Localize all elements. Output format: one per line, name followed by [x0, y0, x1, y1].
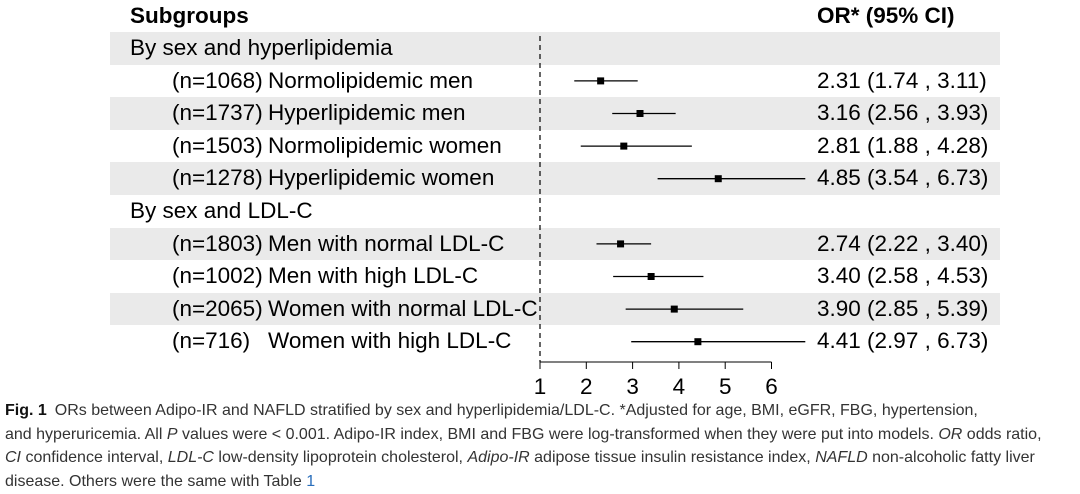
sample-size: (n=1737) — [172, 100, 263, 126]
subgroup-row: (n=716) Women with high LDL-C 4.41 (2.97… — [110, 325, 1000, 358]
or-ci-value: 2.74 (2.22 , 3.40) — [817, 230, 989, 256]
caption-term: CI — [5, 449, 21, 467]
subgroup-label: Hyperlipidemic women — [268, 165, 495, 191]
group-row: By sex and hyperlipidemia — [110, 32, 1000, 65]
subgroup-row: (n=1002) Men with high LDL-C 3.40 (2.58 … — [110, 260, 1000, 293]
point-estimate — [636, 110, 644, 117]
point-estimate — [714, 175, 722, 183]
caption-line: and hyperuricemia. All P values were < 0… — [5, 423, 1075, 447]
subgroup-label: Women with high LDL-C — [268, 328, 512, 354]
subgroups-header: Subgroups — [130, 3, 249, 28]
group-title: By sex and hyperlipidemia — [130, 35, 393, 60]
group-row: By sex and LDL-C — [110, 195, 1000, 228]
caption-text: confidence interval, — [21, 449, 168, 467]
point-estimate — [597, 77, 605, 85]
caption-line: disease. Others were the same with Table… — [5, 470, 1075, 494]
subgroup-label: Normolipidemic men — [268, 67, 474, 93]
subgroup-label: Normolipidemic women — [268, 132, 502, 158]
point-estimate — [617, 240, 625, 248]
table-1-link[interactable]: 1 — [306, 473, 316, 491]
subgroup-label: Hyperlipidemic men — [268, 100, 466, 126]
point-estimate — [694, 338, 702, 346]
caption-text: adipose tissue insulin resistance index, — [529, 449, 816, 467]
point-estimate — [670, 305, 678, 313]
caption-text: non-alcoholic fatty liver — [867, 449, 1035, 467]
x-tick-label: 1 — [534, 374, 547, 399]
or-ci-value: 2.81 (1.88 , 4.28) — [817, 132, 989, 158]
caption-text: values were < 0.001. Adipo-IR index, BMI… — [177, 425, 939, 443]
sample-size: (n=2065) — [172, 295, 263, 321]
subgroup-row: (n=1503) Normolipidemic women 2.81 (1.88… — [110, 130, 1000, 163]
or-ci-value: 3.16 (2.56 , 3.93) — [817, 100, 989, 126]
caption-text: low-density lipoprotein cholesterol, — [213, 449, 468, 467]
table-header: Subgroups OR* (95% CI) — [110, 0, 1000, 32]
subgroup-row: (n=1068) Normolipidemic men 2.31 (1.74 ,… — [110, 65, 1000, 98]
subgroup-row: (n=1803) Men with normal LDL-C 2.74 (2.2… — [110, 227, 1000, 261]
point-estimate — [647, 273, 655, 280]
sample-size: (n=1278) — [172, 165, 263, 191]
point-estimate — [620, 142, 628, 150]
caption-line: Fig. 1 ORs between Adipo-IR and NAFLD str… — [5, 399, 1075, 423]
sample-size: (n=1002) — [172, 263, 263, 289]
figure-caption: Fig. 1 ORs between Adipo-IR and NAFLD str… — [5, 399, 1075, 494]
subgroup-label: Men with high LDL-C — [268, 263, 479, 289]
caption-term: LDL-C — [167, 449, 214, 467]
sample-size: (n=1503) — [172, 132, 263, 158]
caption-term: P — [166, 425, 178, 443]
caption-text: disease. Others were the same with Table — [5, 473, 307, 491]
or-ci-value: 3.90 (2.85 , 5.39) — [817, 295, 989, 321]
or-ci-value: 4.41 (2.97 , 6.73) — [817, 328, 989, 354]
caption-term: Adipo-IR — [467, 449, 530, 467]
caption-text: odds ratio, — [962, 425, 1042, 443]
x-tick-label: 2 — [580, 374, 593, 399]
x-tick-label: 4 — [673, 374, 686, 399]
x-tick-label: 5 — [719, 374, 732, 399]
or-ci-value: 3.40 (2.58 , 4.53) — [817, 263, 989, 289]
subgroup-row: (n=1278) Hyperlipidemic women 4.85 (3.54… — [110, 162, 1000, 195]
sample-size: (n=716) — [172, 328, 251, 354]
or-ci-value: 4.85 (3.54 , 6.73) — [817, 165, 989, 191]
subgroup-label: Men with normal LDL-C — [268, 230, 505, 256]
caption-text: and hyperuricemia. All — [5, 425, 167, 443]
or-ci-value: 2.31 (1.74 , 3.11) — [817, 67, 987, 93]
caption-term: OR — [938, 425, 963, 443]
caption-text: ORs between Adipo-IR and NAFLD stratifie… — [54, 402, 978, 419]
caption-line: CI confidence interval, LDL-C low-densit… — [5, 446, 1075, 470]
forest-plot: 1 2 3 4 5 6 — [534, 36, 806, 399]
or-ci-header: OR* (95% CI) — [817, 3, 955, 28]
subgroup-row: (n=2065) Women with normal LDL-C 3.90 (2… — [110, 292, 1000, 326]
subgroup-label: Women with normal LDL-C — [268, 295, 538, 321]
x-tick-label: 6 — [765, 374, 778, 399]
x-tick-label: 3 — [626, 374, 639, 399]
caption-term: NAFLD — [815, 449, 868, 467]
group-title: By sex and LDL-C — [130, 198, 313, 223]
subgroup-row: (n=1737) Hyperlipidemic men 3.16 (2.56 ,… — [110, 97, 1000, 130]
figure-label: Fig. 1 — [5, 402, 47, 419]
sample-size: (n=1803) — [172, 230, 263, 256]
sample-size: (n=1068) — [172, 67, 263, 93]
